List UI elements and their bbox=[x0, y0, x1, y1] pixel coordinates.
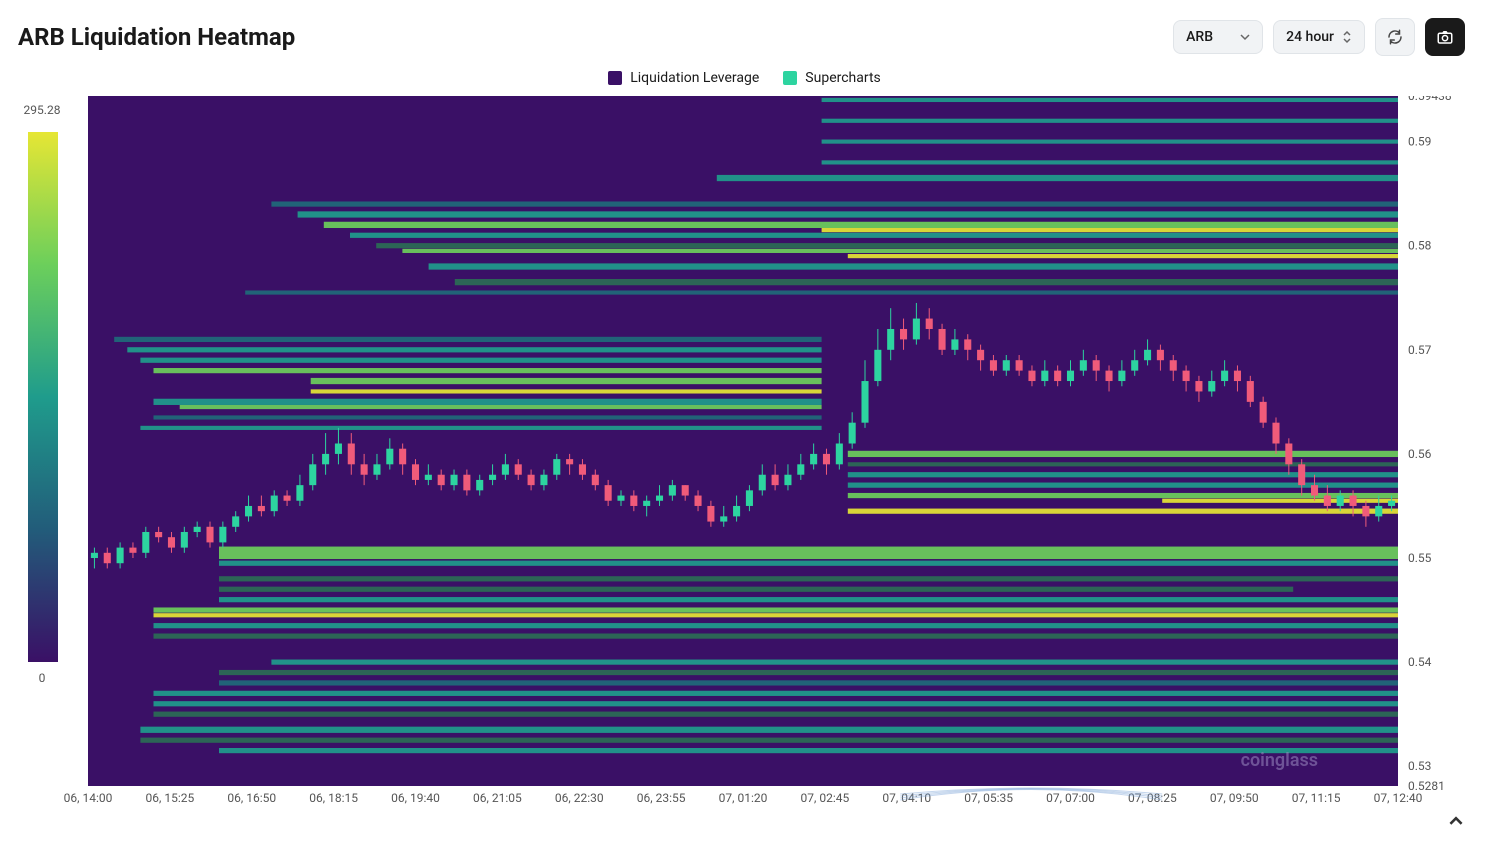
svg-text:coinglass: coinglass bbox=[1241, 750, 1318, 771]
svg-text:0.56: 0.56 bbox=[1408, 447, 1432, 461]
heatmap-chart[interactable]: 295.28 0 0.59438 0.59 0.58 0.57 0.56 0.55 0.54… bbox=[18, 96, 1471, 816]
svg-text:0.54: 0.54 bbox=[1408, 655, 1432, 669]
legend-label: Supercharts bbox=[805, 70, 880, 86]
svg-text:06, 14:00: 06, 14:00 bbox=[64, 791, 113, 805]
svg-text:06, 21:05: 06, 21:05 bbox=[473, 791, 522, 805]
colorbar bbox=[28, 132, 58, 662]
refresh-icon bbox=[1386, 28, 1404, 46]
svg-text:07, 11:15: 07, 11:15 bbox=[1292, 791, 1341, 805]
timeframe-select-value: 24 hour bbox=[1286, 29, 1334, 45]
screenshot-button[interactable] bbox=[1425, 18, 1465, 56]
page-title: ARB Liquidation Heatmap bbox=[18, 23, 295, 51]
svg-text:06, 19:40: 06, 19:40 bbox=[391, 791, 440, 805]
refresh-button[interactable] bbox=[1375, 18, 1415, 56]
svg-text:06, 23:55: 06, 23:55 bbox=[637, 791, 686, 805]
caret-down-icon bbox=[1240, 32, 1250, 42]
watermark: coinglass bbox=[1241, 750, 1318, 771]
svg-text:0.57: 0.57 bbox=[1408, 343, 1432, 357]
svg-text:07, 02:45: 07, 02:45 bbox=[801, 791, 850, 805]
svg-text:07, 07:00: 07, 07:00 bbox=[1046, 791, 1095, 805]
legend-swatch bbox=[608, 71, 622, 85]
svg-text:07, 09:50: 07, 09:50 bbox=[1210, 791, 1259, 805]
x-axis: 06, 14:00 06, 15:25 06, 16:50 06, 18:15 06, … bbox=[64, 791, 1423, 805]
camera-icon bbox=[1436, 28, 1454, 46]
footer-arcs bbox=[900, 788, 1162, 800]
y-axis: 0.594380.590.580.570.560.550.540.530.528… bbox=[1408, 96, 1452, 793]
svg-text:0.59438: 0.59438 bbox=[1408, 96, 1452, 103]
chevron-up-icon bbox=[1449, 814, 1463, 828]
header-controls: ARB 24 hour bbox=[1173, 18, 1465, 56]
svg-text:0.55: 0.55 bbox=[1408, 551, 1432, 565]
colorbar-min: 0 bbox=[39, 671, 46, 685]
chart-area: 295.28 0 0.59438 0.59 0.58 0.57 0.56 0.55 0.54… bbox=[0, 96, 1489, 834]
asset-select[interactable]: ARB bbox=[1173, 20, 1263, 54]
asset-select-value: ARB bbox=[1186, 29, 1213, 45]
colorbar-max: 295.28 bbox=[24, 103, 61, 117]
svg-text:06, 18:15: 06, 18:15 bbox=[309, 791, 358, 805]
svg-text:06, 22:30: 06, 22:30 bbox=[555, 791, 604, 805]
svg-text:0.53: 0.53 bbox=[1408, 759, 1431, 773]
legend: Liquidation Leverage Supercharts bbox=[0, 64, 1489, 96]
sort-icon bbox=[1342, 30, 1352, 44]
legend-swatch bbox=[783, 71, 797, 85]
svg-text:07, 12:40: 07, 12:40 bbox=[1374, 791, 1423, 805]
svg-text:0.58: 0.58 bbox=[1408, 239, 1432, 253]
expand-button[interactable] bbox=[1447, 812, 1465, 830]
timeframe-select[interactable]: 24 hour bbox=[1273, 20, 1365, 54]
svg-text:06, 16:50: 06, 16:50 bbox=[227, 791, 276, 805]
svg-text:07, 01:20: 07, 01:20 bbox=[719, 791, 768, 805]
legend-label: Liquidation Leverage bbox=[630, 70, 759, 86]
svg-text:07, 05:35: 07, 05:35 bbox=[964, 791, 1013, 805]
svg-text:06, 15:25: 06, 15:25 bbox=[146, 791, 195, 805]
legend-item-supercharts[interactable]: Supercharts bbox=[783, 70, 880, 86]
legend-item-liquidation[interactable]: Liquidation Leverage bbox=[608, 70, 759, 86]
svg-text:0.59: 0.59 bbox=[1408, 135, 1431, 149]
